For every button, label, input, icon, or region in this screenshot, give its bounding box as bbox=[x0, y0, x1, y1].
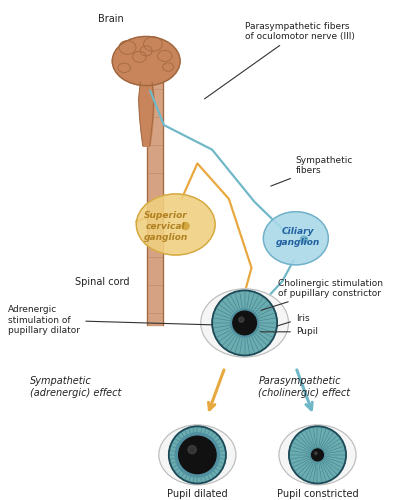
Circle shape bbox=[169, 426, 225, 484]
Circle shape bbox=[310, 448, 324, 462]
Text: Spinal cord: Spinal cord bbox=[74, 276, 129, 286]
Ellipse shape bbox=[158, 425, 235, 485]
Circle shape bbox=[311, 449, 323, 461]
Ellipse shape bbox=[263, 212, 328, 265]
Circle shape bbox=[230, 309, 258, 337]
Text: Pupil dilated: Pupil dilated bbox=[166, 490, 227, 500]
Ellipse shape bbox=[132, 52, 146, 62]
Ellipse shape bbox=[162, 62, 173, 71]
Circle shape bbox=[211, 290, 276, 356]
Ellipse shape bbox=[119, 40, 136, 54]
Ellipse shape bbox=[136, 194, 215, 255]
Circle shape bbox=[188, 446, 196, 454]
Text: Adrenergic
stimulation of
pupillary dilator: Adrenergic stimulation of pupillary dila… bbox=[8, 305, 212, 335]
Text: Parasympathetic fibers
of oculomotor nerve (III): Parasympathetic fibers of oculomotor ner… bbox=[204, 22, 354, 99]
Text: Iris: Iris bbox=[276, 314, 309, 326]
Circle shape bbox=[300, 236, 307, 243]
Circle shape bbox=[232, 311, 256, 335]
Ellipse shape bbox=[112, 36, 180, 86]
Text: Pupil: Pupil bbox=[260, 328, 317, 336]
Circle shape bbox=[314, 452, 317, 454]
Text: Pupil constricted: Pupil constricted bbox=[276, 490, 357, 500]
Text: Sympathetic
fibers: Sympathetic fibers bbox=[270, 156, 352, 186]
Ellipse shape bbox=[143, 37, 162, 52]
Ellipse shape bbox=[200, 289, 288, 357]
Circle shape bbox=[182, 222, 189, 230]
Circle shape bbox=[238, 317, 243, 322]
Ellipse shape bbox=[278, 425, 355, 485]
Ellipse shape bbox=[140, 46, 152, 56]
Text: Sympathetic
(adrenergic) effect: Sympathetic (adrenergic) effect bbox=[30, 376, 121, 398]
Text: Ciliary
ganglion: Ciliary ganglion bbox=[275, 227, 319, 248]
Text: Parasympathetic
(cholinergic) effect: Parasympathetic (cholinergic) effect bbox=[258, 376, 350, 398]
Circle shape bbox=[175, 433, 219, 477]
Text: Cholinergic stimulation
of pupillary constrictor: Cholinergic stimulation of pupillary con… bbox=[261, 279, 382, 310]
Circle shape bbox=[288, 426, 345, 484]
Text: Superior
cervical
ganglion: Superior cervical ganglion bbox=[144, 211, 188, 242]
Text: Brain: Brain bbox=[98, 14, 123, 24]
Circle shape bbox=[178, 436, 216, 474]
Ellipse shape bbox=[117, 63, 130, 72]
Ellipse shape bbox=[157, 50, 172, 62]
